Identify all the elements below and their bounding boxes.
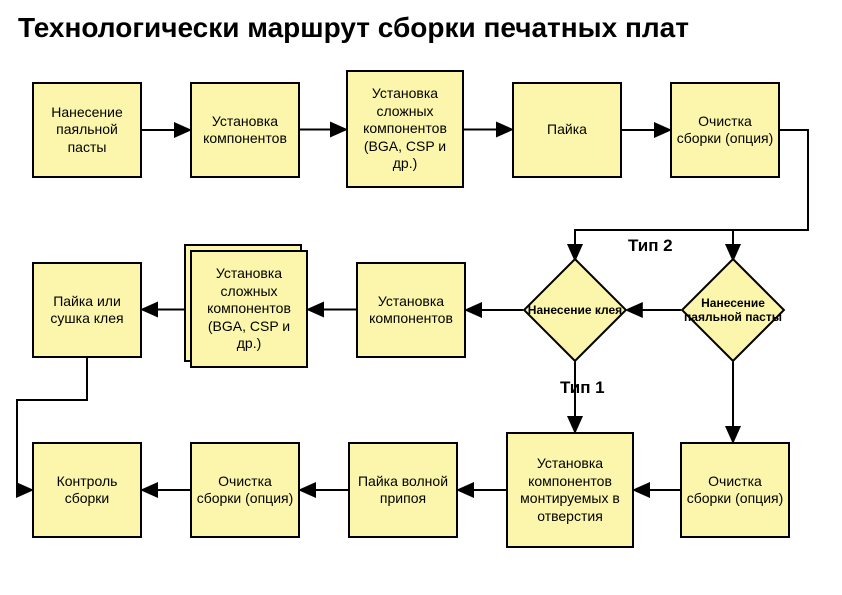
flow-node-r3c5: Очистка сборки (опция) xyxy=(680,442,790,538)
flow-node-label: Очистка сборки (опция) xyxy=(686,473,784,508)
flow-node-r3c4: Установка компонентов монтируемых в отве… xyxy=(506,432,634,548)
flow-node-r2c3: Установка компонентов xyxy=(356,262,466,358)
flow-node-r3c3: Пайка волной припоя xyxy=(348,442,458,538)
flow-node-r3c1: Контроль сборки xyxy=(32,442,142,538)
diagram-title: Технологически маршрут сборки печатных п… xyxy=(18,12,689,44)
flow-node-r1c1: Нанесение паяльной пасты xyxy=(32,82,142,178)
flow-node-label: Установка сложных компонентов (BGA, CSP … xyxy=(352,85,458,173)
diamond-label: Нанесение клея xyxy=(523,273,627,347)
flow-node-label: Контроль сборки xyxy=(38,473,136,508)
flow-node-label: Установка компонентов xyxy=(362,293,460,328)
flow-node-r1c5: Очистка сборки (опция) xyxy=(670,82,780,178)
flow-node-label: Очистка сборки (опция) xyxy=(196,473,294,508)
flow-node-r1c4: Пайка xyxy=(512,82,622,178)
flow-diamond-d2: Нанесение паяльной пасты xyxy=(696,273,770,347)
flow-node-r2c2: Установка сложных компонентов (BGA, CSP … xyxy=(190,250,308,368)
flow-node-r3c2: Очистка сборки (опция) xyxy=(190,442,300,538)
flow-node-r2c1: Пайка или сушка клея xyxy=(32,262,142,358)
flow-node-label: Пайка волной припоя xyxy=(354,473,452,508)
flow-node-label: Пайка xyxy=(547,121,587,139)
type-label-lbl_t2: Тип 2 xyxy=(628,236,673,256)
flow-node-label: Нанесение паяльной пасты xyxy=(38,104,136,157)
flow-node-label: Пайка или сушка клея xyxy=(38,293,136,328)
type-label-lbl_t1: Тип 1 xyxy=(560,378,605,398)
diamond-label: Нанесение паяльной пасты xyxy=(681,273,785,347)
flow-node-r1c3: Установка сложных компонентов (BGA, CSP … xyxy=(346,70,464,188)
flow-node-label: Установка компонентов xyxy=(196,113,294,148)
flow-node-label: Установка сложных компонентов (BGA, CSP … xyxy=(196,265,302,353)
flow-node-label: Установка компонентов монтируемых в отве… xyxy=(512,455,628,525)
flow-diamond-d1: Нанесение клея xyxy=(538,273,612,347)
flow-node-r1c2: Установка компонентов xyxy=(190,82,300,178)
flow-node-label: Очистка сборки (опция) xyxy=(676,113,774,148)
